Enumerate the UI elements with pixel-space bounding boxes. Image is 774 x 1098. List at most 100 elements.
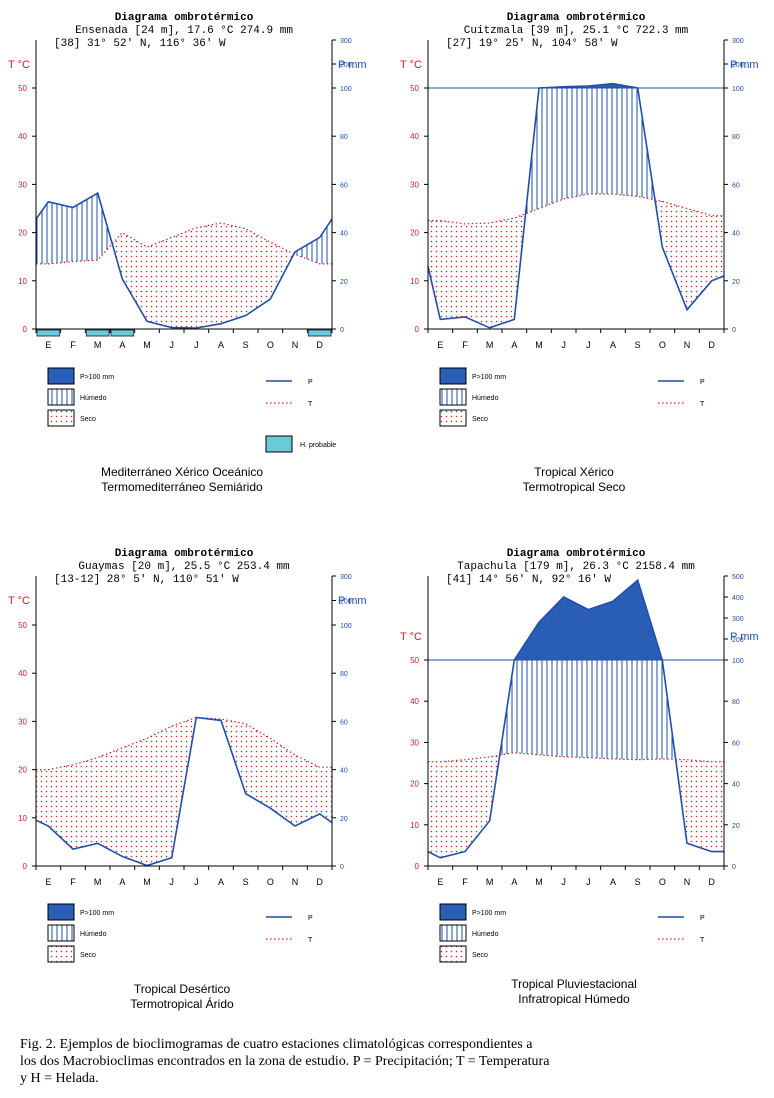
month-label: A — [511, 877, 517, 887]
month-label: D — [316, 877, 323, 887]
t-tick-label: 30 — [410, 738, 419, 747]
legend-wet-swatch — [47, 903, 75, 921]
month-label: F — [462, 340, 468, 350]
month-label: D — [708, 877, 715, 887]
dry-area-2 — [36, 717, 332, 866]
p-tick-label: 200 — [340, 599, 352, 606]
month-label: O — [267, 877, 274, 887]
p-axis-label: P mm — [730, 631, 759, 643]
month-label: M — [486, 877, 494, 887]
legend-humid-label: Húmedo — [80, 931, 107, 938]
month-label: O — [659, 877, 666, 887]
coords-label: [27] 19° 25′ N, 104° 58′ W — [446, 38, 618, 50]
month-label: S — [635, 877, 641, 887]
legend-humid-label: Húmedo — [472, 931, 499, 938]
humid-area-1 — [428, 88, 724, 224]
month-label: A — [610, 340, 616, 350]
chart-title: Diagrama ombrotérmico — [115, 12, 254, 24]
p-axis-label: P mm — [730, 59, 759, 71]
coords-label: [13-12] 28° 5′ N, 110° 51′ W — [54, 574, 239, 586]
legend-wet-swatch — [439, 367, 467, 385]
p-tick-label: 400 — [732, 595, 744, 602]
month-label: O — [659, 340, 666, 350]
month-label: A — [119, 340, 125, 350]
month-label: E — [45, 340, 51, 350]
t-axis-label: T °C — [8, 59, 30, 71]
p-tick-label: 40 — [732, 231, 740, 238]
legend-dry-label: Seco — [472, 952, 488, 959]
p-tick-label: 60 — [732, 740, 740, 747]
t-tick-label: 10 — [410, 277, 419, 286]
legend-wet-swatch — [47, 367, 75, 385]
temperature-line-2 — [36, 716, 332, 771]
caption-line-1: Fig. 2. Ejemplos de bioclimogramas de cu… — [20, 1037, 533, 1052]
bioclimate-class-1: Tropical Pluviestacional — [511, 977, 637, 991]
month-label: J — [561, 877, 566, 887]
legend-p-label: P — [308, 379, 313, 386]
month-label: N — [684, 877, 691, 887]
month-label: J — [586, 340, 591, 350]
bioclimate-class-2: Termomediterráneo Semiárido — [101, 480, 263, 494]
month-label: F — [70, 340, 76, 350]
month-label: M — [94, 877, 102, 887]
p-tick-label: 40 — [340, 768, 348, 775]
month-label: A — [218, 877, 224, 887]
temperature-line-1 — [428, 193, 724, 225]
bioclimate-class-1: Tropical Xérico — [534, 465, 614, 479]
legend-dry-label: Seco — [80, 416, 96, 423]
t-tick-label: 50 — [410, 84, 419, 93]
legend-humid-swatch — [47, 924, 75, 942]
month-label: E — [437, 340, 443, 350]
legend-dry-swatch — [47, 945, 75, 963]
legend-t-label: T — [308, 401, 313, 408]
month-label: M — [535, 877, 543, 887]
month-label: J — [586, 877, 591, 887]
legend-humid-swatch — [439, 924, 467, 942]
month-label: S — [243, 877, 249, 887]
month-label: J — [561, 340, 566, 350]
bioclimate-class-2: Infratropical Húmedo — [518, 992, 630, 1006]
month-label: J — [194, 340, 199, 350]
month-label: F — [462, 877, 468, 887]
p-tick-label: 80 — [732, 134, 740, 141]
t-tick-label: 40 — [18, 132, 27, 141]
temperature-line-0 — [36, 222, 332, 265]
p-axis-label: P mm — [338, 59, 367, 71]
wet-area-3 — [428, 580, 724, 660]
frost-month-box — [85, 329, 110, 337]
t-tick-label: 30 — [410, 180, 419, 189]
p-tick-label: 20 — [340, 816, 348, 823]
p-tick-label: 60 — [732, 182, 740, 189]
t-tick-label: 20 — [410, 780, 419, 789]
coords-label: [38] 31° 52′ N, 116° 36′ W — [54, 38, 226, 50]
p-tick-label: 0 — [340, 864, 344, 871]
legend-humid-label: Húmedo — [80, 395, 107, 402]
p-tick-label: 0 — [340, 327, 344, 334]
p-tick-label: 100 — [732, 86, 744, 93]
t-tick-label: 20 — [410, 229, 419, 238]
p-tick-label: 80 — [340, 134, 348, 141]
month-label: A — [511, 340, 517, 350]
month-label: A — [119, 877, 125, 887]
t-tick-label: 0 — [23, 862, 28, 871]
humid-area-3 — [428, 660, 724, 762]
coords-label: [41] 14° 56′ N, 92° 16′ W — [446, 574, 611, 586]
p-tick-label: 200 — [732, 637, 744, 644]
t-tick-label: 30 — [18, 180, 27, 189]
legend-wet-label: P>100 mm — [472, 910, 506, 917]
month-label: A — [218, 340, 224, 350]
month-label: M — [535, 340, 543, 350]
legend-p-label: P — [700, 915, 705, 922]
t-tick-label: 0 — [23, 325, 28, 334]
station-label: Cuitzmala [39 m], 25.1 °C 722.3 mm — [464, 25, 689, 37]
month-label: S — [243, 340, 249, 350]
t-tick-label: 40 — [410, 697, 419, 706]
month-label: F — [70, 877, 76, 887]
bioclimate-class-2: Termotropical Árido — [130, 996, 234, 1011]
legend-dry-label: Seco — [80, 952, 96, 959]
month-label: S — [635, 340, 641, 350]
month-label: M — [486, 340, 494, 350]
legend-frost-label: H. probable — [300, 442, 336, 449]
t-tick-label: 40 — [410, 132, 419, 141]
chart-title: Diagrama ombrotérmico — [507, 12, 646, 24]
